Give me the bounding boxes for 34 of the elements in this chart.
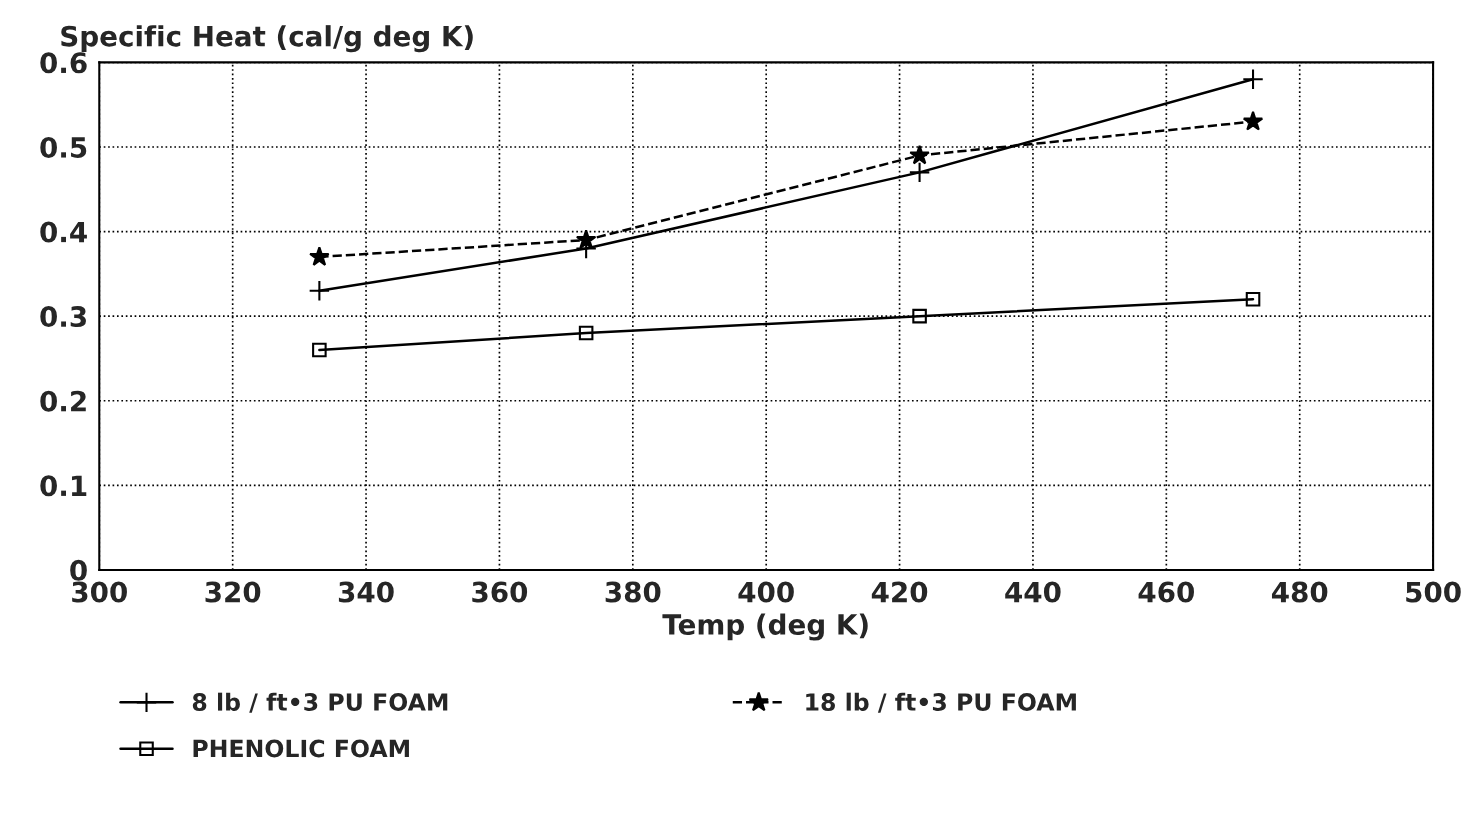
point	[908, 161, 931, 184]
x-tick-label: 500	[1406, 581, 1461, 603]
x-tick-label: 300	[72, 581, 127, 603]
y-tick-label: 0.4	[40, 221, 87, 243]
y-tick-label: 0.6	[40, 52, 87, 74]
point	[575, 229, 597, 249]
x-tick-label: 340	[338, 581, 394, 603]
point	[1242, 68, 1264, 91]
point	[909, 144, 930, 165]
y-axis-title: Specific Heat (cal/g deg K)	[61, 25, 473, 53]
point	[912, 308, 927, 324]
point	[1245, 291, 1261, 307]
point	[578, 325, 594, 341]
x-axis-title: Temp (deg K)	[662, 613, 868, 641]
legend-label: 8 lb / ft•3 PU FOAM	[192, 692, 448, 713]
x-tick-label: 400	[738, 581, 794, 603]
y-tick-label: 0.1	[40, 475, 87, 497]
x-tick-label: 480	[1271, 581, 1328, 603]
point	[308, 280, 331, 302]
point	[309, 246, 330, 266]
point	[1242, 110, 1264, 131]
x-tick-label: 320	[205, 581, 261, 603]
x-tick-label: 380	[605, 581, 661, 603]
point	[312, 342, 327, 358]
y-tick-label: 0.3	[40, 306, 86, 328]
legend-label: 18 lb / ft•3 PU FOAM	[806, 692, 1076, 713]
y-tick-label: 0.2	[40, 390, 86, 412]
x-tick-label: 440	[1005, 581, 1061, 603]
legend-label: PHENOLIC FOAM	[193, 739, 409, 758]
x-tick-label: 360	[472, 581, 528, 603]
y-tick-label: 0.5	[40, 136, 87, 158]
x-tick-label: 420	[871, 581, 928, 603]
x-tick-label: 460	[1138, 581, 1194, 603]
y-tick-label: 0	[70, 559, 87, 581]
